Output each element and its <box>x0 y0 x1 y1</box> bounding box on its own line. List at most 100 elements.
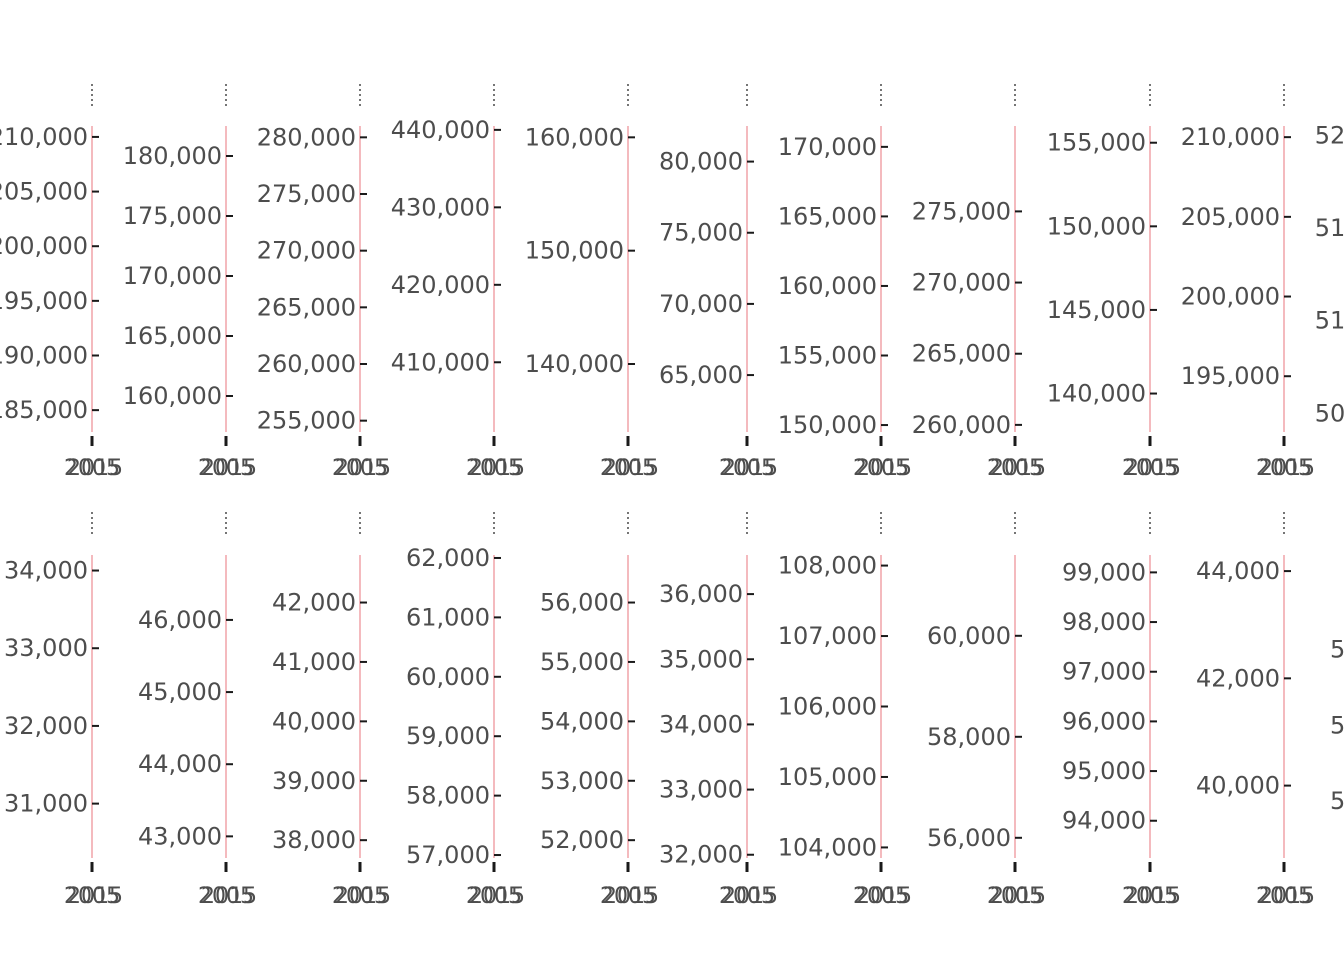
y-tick-label: 170,000 <box>778 133 877 161</box>
y-tick-label: 56,000 <box>540 589 624 617</box>
y-tick-label: 180,000 <box>123 142 222 170</box>
y-tick-label: 52,000 <box>540 826 624 854</box>
x-tick-label: 2015 <box>469 456 525 481</box>
y-tick-label: 75,000 <box>659 219 743 247</box>
y-tick-label: 40,000 <box>272 707 356 735</box>
panel-r1-c3: 57,00058,00059,00060,00061,00062,0002005… <box>406 512 525 909</box>
y-tick-label: 165,000 <box>123 322 222 350</box>
y-tick-label: 99,000 <box>1062 558 1146 586</box>
panel-r0-c9: 195,000200,000205,000210,00020052015 <box>1181 84 1315 481</box>
y-tick-label: 270,000 <box>257 237 356 265</box>
y-tick-label: 505,000 <box>1315 399 1344 427</box>
y-tick-label: 36,000 <box>659 580 743 608</box>
y-tick-label: 46,000 <box>138 606 222 634</box>
y-tick-label: 107,000 <box>778 622 877 650</box>
y-tick-label: 150,000 <box>1047 212 1146 240</box>
y-tick-label: 150,000 <box>778 411 877 439</box>
panel-r0-c1: 160,000165,000170,000175,000180,00020052… <box>123 84 257 481</box>
y-tick-label: 520,000 <box>1315 121 1344 149</box>
y-tick-label: 32,000 <box>4 712 88 740</box>
y-tick-label: 140,000 <box>525 350 624 378</box>
y-tick-label: 44,000 <box>1196 557 1280 585</box>
y-tick-label: 44,000 <box>138 750 222 778</box>
x-tick-label: 2015 <box>1125 456 1181 481</box>
y-tick-label: 265,000 <box>257 293 356 321</box>
x-tick-label: 2015 <box>201 456 257 481</box>
y-tick-label: 41,000 <box>272 648 356 676</box>
panel-r1-c10: 50,00052,00054,00020052015 <box>1330 512 1344 909</box>
y-tick-label: 45,000 <box>138 678 222 706</box>
panel-r0-c0: 185,000 190,000 195,000 200,000 205,000 210,0… <box>0 84 123 481</box>
y-tick-label: 275,000 <box>912 197 1011 225</box>
x-tick-label: 2015 <box>67 884 123 909</box>
panel-r1-c9: 40,00042,00044,00020052015 <box>1196 512 1315 909</box>
y-tick-label: 50,000 <box>1330 787 1344 815</box>
y-tick-label: 210,000 <box>0 123 88 151</box>
panel-r1-c8: 94,000 95,000 96,000 97,000 98,000 99,000 2005… <box>1062 512 1181 909</box>
x-tick-label: 2015 <box>990 456 1046 481</box>
y-tick-label: 60,000 <box>927 622 1011 650</box>
y-tick-label: 31,000 <box>4 790 88 818</box>
y-tick-label: 265,000 <box>912 340 1011 368</box>
y-tick-label: 190,000 <box>0 342 88 370</box>
y-tick-label: 165,000 <box>778 202 877 230</box>
y-tick-label: 105,000 <box>778 763 877 791</box>
y-tick-label: 440,000 <box>391 116 490 144</box>
y-tick-label: 52,000 <box>1330 711 1344 739</box>
y-tick-label: 58,000 <box>406 782 490 810</box>
x-tick-label: 2015 <box>722 884 778 909</box>
y-tick-label: 155,000 <box>1047 129 1146 157</box>
y-tick-label: 70,000 <box>659 290 743 318</box>
y-tick-label: 515,000 <box>1315 214 1344 242</box>
x-tick-label: 2015 <box>1259 456 1315 481</box>
chart-panels: 185,000 190,000 195,000 200,000 205,000 210,0… <box>0 84 1344 909</box>
y-tick-label: 175,000 <box>123 202 222 230</box>
y-tick-label: 255,000 <box>257 407 356 435</box>
panel-r1-c2: 38,00039,00040,00041,00042,00020052015 <box>272 512 391 909</box>
panel-r1-c6: 104,000105,000106,000107,000108,00020052… <box>778 512 912 909</box>
y-tick-label: 150,000 <box>525 237 624 265</box>
y-tick-label: 108,000 <box>778 552 877 580</box>
x-tick-label: 2015 <box>722 456 778 481</box>
y-tick-label: 160,000 <box>778 272 877 300</box>
y-tick-label: 106,000 <box>778 693 877 721</box>
y-tick-label: 58,000 <box>927 723 1011 751</box>
x-tick-label: 2015 <box>856 456 912 481</box>
y-tick-label: 270,000 <box>912 269 1011 297</box>
x-tick-label: 2015 <box>469 884 525 909</box>
y-tick-label: 510,000 <box>1315 307 1344 335</box>
y-tick-label: 280,000 <box>257 123 356 151</box>
y-tick-label: 430,000 <box>391 193 490 221</box>
y-tick-label: 56,000 <box>927 824 1011 852</box>
y-tick-label: 39,000 <box>272 767 356 795</box>
y-tick-label: 35,000 <box>659 645 743 673</box>
y-tick-label: 42,000 <box>1196 664 1280 692</box>
y-tick-label: 145,000 <box>1047 296 1146 324</box>
x-tick-label: 2015 <box>335 884 391 909</box>
x-tick-label: 2015 <box>856 884 912 909</box>
panel-r0-c8: 140,000145,000150,000155,00020052015 <box>1047 84 1181 481</box>
y-tick-label: 43,000 <box>138 822 222 850</box>
y-tick-label: 205,000 <box>0 178 88 206</box>
y-tick-label: 200,000 <box>1181 283 1280 311</box>
x-tick-label: 2015 <box>67 456 123 481</box>
y-tick-label: 140,000 <box>1047 380 1146 408</box>
y-tick-label: 59,000 <box>406 722 490 750</box>
y-tick-label: 195,000 <box>0 287 88 315</box>
y-tick-label: 420,000 <box>391 271 490 299</box>
y-tick-label: 54,000 <box>1330 636 1344 664</box>
panel-r0-c2: 255,000 260,000 265,000 270,000 275,000 280,0… <box>257 84 391 481</box>
y-tick-label: 410,000 <box>391 348 490 376</box>
y-tick-label: 95,000 <box>1062 757 1146 785</box>
y-tick-label: 61,000 <box>406 603 490 631</box>
y-tick-label: 40,000 <box>1196 772 1280 800</box>
y-tick-label: 42,000 <box>272 589 356 617</box>
x-tick-label: 2015 <box>335 456 391 481</box>
